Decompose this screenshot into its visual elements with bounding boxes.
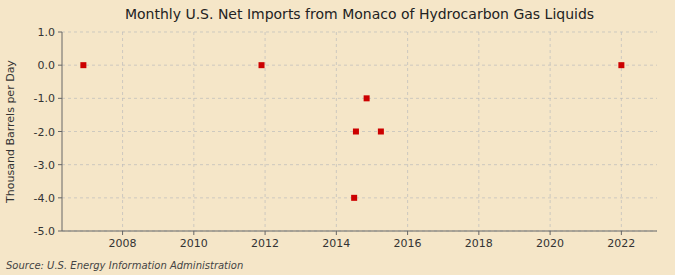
y-tick [58,164,62,165]
y-axis-label: Thousand Barrels per Day [4,60,17,204]
y-tick [58,131,62,132]
x-tick-label: 2018 [465,237,493,250]
background [0,0,675,275]
y-tick [58,32,62,33]
x-tick [407,231,408,235]
x-tick-label: 2012 [251,237,279,250]
y-tick-label: -5.0 [34,225,55,238]
y-grid-line [62,131,657,132]
points [80,62,624,201]
x-tick-label: 2014 [322,237,350,250]
x-grid-line [336,32,337,231]
x-tick [122,231,123,235]
point [80,62,86,68]
x-tick-label: 2022 [607,237,635,250]
x-grid-line [265,32,266,231]
y-tick-label: -4.0 [34,192,55,205]
y-tick-label: -3.0 [34,159,55,172]
x-tick [621,231,622,235]
y-tick [58,65,62,66]
point [364,95,370,101]
point [353,129,359,135]
y-tick-label: -1.0 [34,92,55,105]
x-tick [478,231,479,235]
x-tick [336,231,337,235]
x-tick [193,231,194,235]
y-grid-line [62,65,657,66]
x-tick [265,231,266,235]
y-grid-line [62,98,657,99]
y-grid-line [62,231,657,232]
y-tick-label: -2.0 [34,126,55,139]
y-tick-label: 0.0 [38,59,56,72]
y-grid-line [62,197,657,198]
chart-svg: 2008 2010 2012 2014 2016 2018 2020 2022 1.0 0.0 -1… [0,0,675,275]
x-tick [550,231,551,235]
y-tick [58,197,62,198]
x-tick-label: 2016 [394,237,422,250]
x-tick-label: 2010 [180,237,208,250]
x-tick-label: 2008 [109,237,137,250]
title: Monthly U.S. Net Imports from Monaco of … [125,6,594,22]
point [351,195,357,201]
y-tick [58,231,62,232]
x-axis-line [62,231,657,232]
point [259,62,265,68]
y-tick-label: 1.0 [38,26,56,39]
x-grid-line [407,32,408,231]
point [618,62,624,68]
point [378,129,384,135]
x-tick-label: 2020 [536,237,564,250]
y-grid-line [62,164,657,165]
y-tick [58,98,62,99]
chart-container: 2008 2010 2012 2014 2016 2018 2020 2022 1.0 0.0 -1… [0,0,675,275]
grid [62,32,657,231]
source-note: Source: U.S. Energy Information Administ… [6,260,243,271]
y-grid-line [62,32,657,33]
